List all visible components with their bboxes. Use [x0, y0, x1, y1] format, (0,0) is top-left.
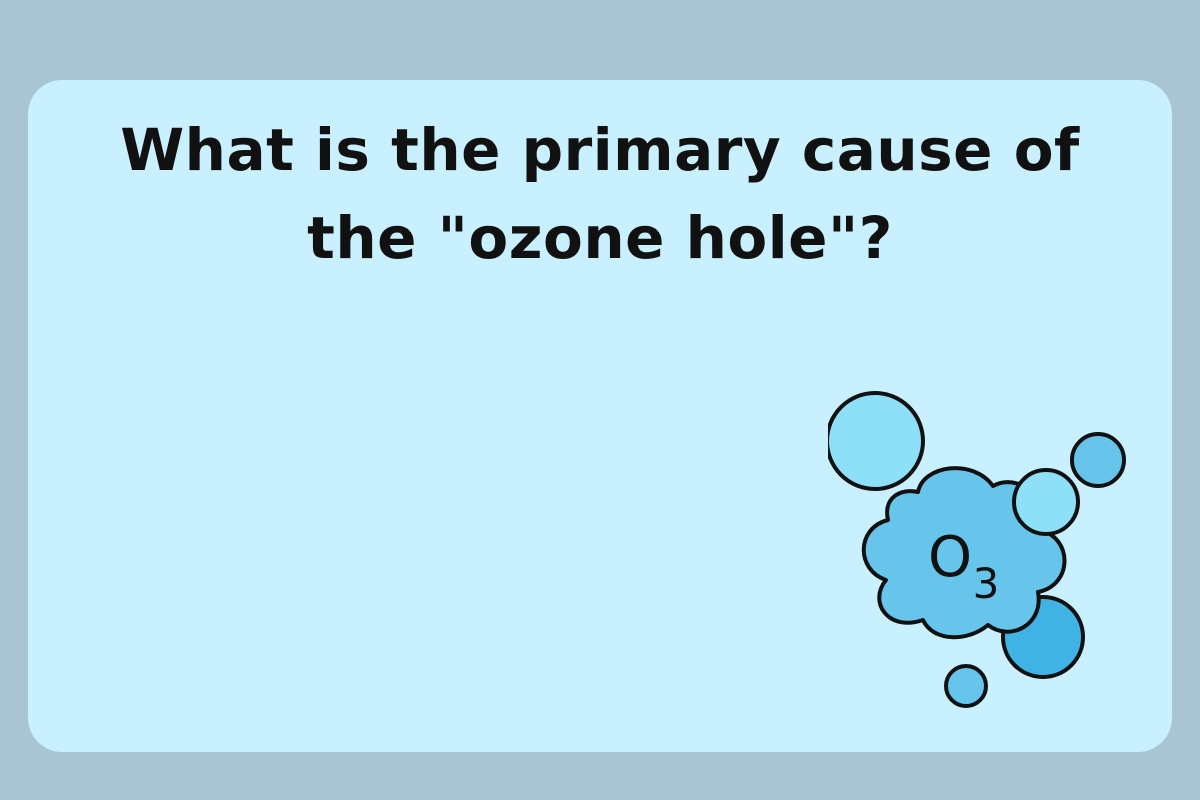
question-card: What is the primary cause of the "ozone … [28, 80, 1172, 752]
ozone-molecule-icon: O 3 [828, 391, 1126, 708]
question-title: What is the primary cause of the "ozone … [120, 116, 1080, 272]
bubble-large [828, 391, 925, 491]
formula-subscript: 3 [973, 559, 1000, 608]
bubble-medium [1012, 468, 1080, 536]
bubble-small-top-right [1070, 432, 1126, 488]
formula-main: O [928, 525, 972, 590]
bubble-tiny [944, 664, 988, 708]
